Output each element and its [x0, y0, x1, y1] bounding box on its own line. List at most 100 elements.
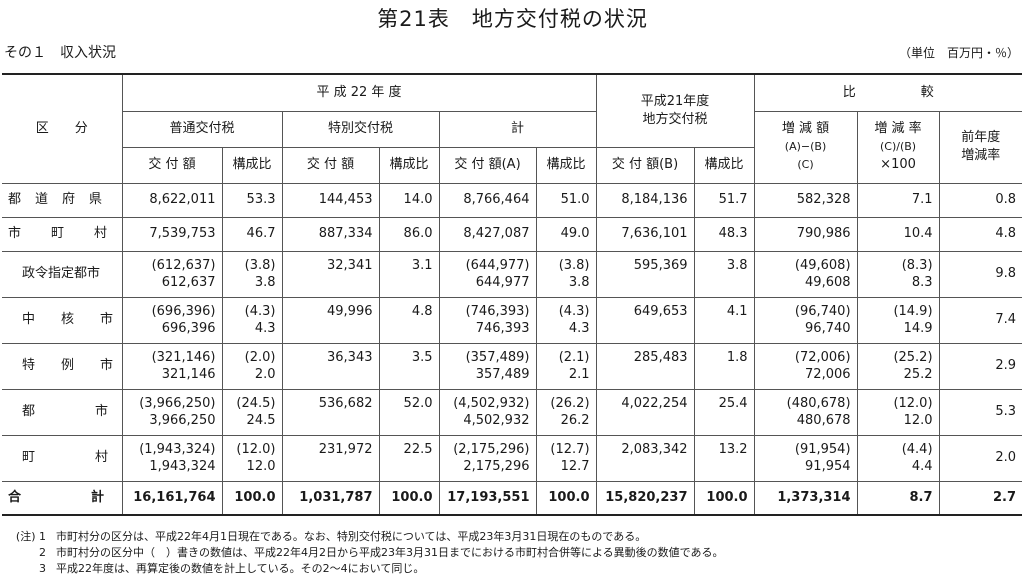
cell: 2,083,342 — [595, 434, 695, 482]
cell: (3.8) 3.8 — [221, 250, 283, 298]
row-label: 町村 — [2, 434, 123, 482]
cell: 790,986 — [753, 216, 858, 252]
cell: (24.5) 24.5 — [221, 388, 283, 436]
table-row: 中核市 (696,396)696,396 (4.3)4.3 49,996 4.8… — [2, 296, 1023, 344]
row-label: 都市 — [2, 388, 123, 436]
cell: 1.8 — [693, 342, 755, 390]
cell: (746,393) 746,393 — [438, 296, 537, 344]
row-label: 政令指定都市 — [2, 250, 123, 298]
cell: 32,341 — [281, 250, 380, 298]
cell: 100.0 — [693, 480, 755, 516]
cell: 7,539,753 — [121, 216, 223, 252]
cell: 36,343 — [281, 342, 380, 390]
cell: 9.8 — [938, 250, 1023, 298]
cell: 51.0 — [535, 182, 597, 218]
cell: 285,483 — [595, 342, 695, 390]
cell: (12.7) 12.7 — [535, 434, 597, 482]
cell: (2,175,296) 2,175,296 — [438, 434, 537, 482]
header-futsu-ratio: 構成比 — [221, 146, 283, 184]
cell: 649,653 — [595, 296, 695, 344]
cell: (480,678) 480,678 — [753, 388, 858, 436]
cell: (4.3) 4.3 — [221, 296, 283, 344]
cell: (4.4) 4.4 — [856, 434, 940, 482]
header-kei: 計 — [438, 110, 597, 148]
cell: (14.9) 14.9 — [856, 296, 940, 344]
cell: 51.7 — [693, 182, 755, 218]
cell: (696,396) 696,396 — [121, 296, 223, 344]
cell: (12.0) 12.0 — [221, 434, 283, 482]
cell: (91,954) 91,954 — [753, 434, 858, 482]
cell: 0.8 — [938, 182, 1023, 218]
cell: 100.0 — [378, 480, 440, 516]
cell: 582,328 — [753, 182, 858, 218]
footnotes: (注) 1 市町村分の区分は、平成22年4月1日現在である。なお、特別交付税につい… — [2, 529, 724, 577]
cell: 25.4 — [693, 388, 755, 436]
cell: 3.5 — [378, 342, 440, 390]
table-row: 特例市 (321,146)321,146 (2.0)2.0 36,343 3.5… — [2, 342, 1023, 390]
table-row: 都道府県 8,622,011 53.3 144,453 14.0 8,766,4… — [2, 182, 1023, 218]
row-label: 市町村 — [2, 216, 123, 252]
cell: (49,608) 49,608 — [753, 250, 858, 298]
cell: (8.3) 8.3 — [856, 250, 940, 298]
cell: 49.0 — [535, 216, 597, 252]
cell: 7,636,101 — [595, 216, 695, 252]
cell: 3.8 — [693, 250, 755, 298]
table-title: 第21表 地方交付税の状況 — [377, 7, 648, 31]
cell: (96,740) 96,740 — [753, 296, 858, 344]
header-zennen: 前年度 増減率 — [938, 110, 1023, 184]
header-hikaku: 比 較 — [753, 73, 1023, 112]
cell: 536,682 — [281, 388, 380, 436]
cell: 2.0 — [938, 434, 1023, 482]
header-h21: 平成21年度 地方交付税 — [595, 73, 755, 148]
cell: 14.0 — [378, 182, 440, 218]
cell: 231,972 — [281, 434, 380, 482]
cell: (2.1) 2.1 — [535, 342, 597, 390]
cell: 8,184,136 — [595, 182, 695, 218]
cell: 100.0 — [221, 480, 283, 516]
header-h21-amount: 交 付 額(B) — [595, 146, 695, 184]
cell: (25.2) 25.2 — [856, 342, 940, 390]
cell: 2.7 — [938, 480, 1023, 516]
revenue-table: 区 分 平 成 22 年 度 平成21年度 地方交付税 比 較 普通交付税 特別交… — [2, 73, 1023, 516]
header-h21-ratio: 構成比 — [693, 146, 755, 184]
cell: (612,637) 612,637 — [121, 250, 223, 298]
row-label: 都道府県 — [2, 182, 123, 218]
cell: (72,006) 72,006 — [753, 342, 858, 390]
header-kei-amount: 交 付 額(A) — [438, 146, 537, 184]
cell: 3.1 — [378, 250, 440, 298]
header-zogengaku: 増 減 額 (A)−(B) (C) — [753, 110, 858, 184]
row-label: 中核市 — [2, 296, 123, 344]
cell: 10.4 — [856, 216, 940, 252]
cell: (321,146) 321,146 — [121, 342, 223, 390]
cell: 100.0 — [535, 480, 597, 516]
cell: 144,453 — [281, 182, 380, 218]
cell: (12.0) 12.0 — [856, 388, 940, 436]
header-tokubetsu-amount: 交 付 額 — [281, 146, 380, 184]
cell: 46.7 — [221, 216, 283, 252]
cell: 52.0 — [378, 388, 440, 436]
cell: (357,489) 357,489 — [438, 342, 537, 390]
header-zogenritsu: 増 減 率 (C)/(B) ×100 — [856, 110, 940, 184]
cell: (3.8) 3.8 — [535, 250, 597, 298]
cell: 2.9 — [938, 342, 1023, 390]
cell: 48.3 — [693, 216, 755, 252]
table-row: 町村 (1,943,324)1,943,324 (12.0)12.0 231,9… — [2, 434, 1023, 482]
row-label: 合計 — [2, 480, 123, 516]
cell: (4.3) 4.3 — [535, 296, 597, 344]
header-futsu: 普通交付税 — [122, 110, 283, 148]
cell: 1,031,787 — [281, 480, 380, 516]
table-row: 政令指定都市 (612,637) 612,637 (3.8) 3.8 32,341 … — [2, 250, 1023, 298]
header-kubun: 区 分 — [2, 73, 123, 184]
cell: (4,502,932) 4,502,932 — [438, 388, 537, 436]
cell: (1,943,324) 1,943,324 — [121, 434, 223, 482]
table-row: 市町村 7,539,753 46.7 887,334 86.0 8,427,08… — [2, 216, 1023, 252]
header-kei-ratio: 構成比 — [535, 146, 597, 184]
header-tokubetsu-ratio: 構成比 — [378, 146, 440, 184]
cell: 5.3 — [938, 388, 1023, 436]
cell: 53.3 — [221, 182, 283, 218]
cell: (2.0) 2.0 — [221, 342, 283, 390]
cell: 595,369 — [595, 250, 695, 298]
footnote: 2 市町村分の区分中（ ）書きの数値は、平成22年4月2日から平成23年3月31日… — [39, 546, 724, 559]
cell: 8,427,087 — [438, 216, 537, 252]
cell: 16,161,764 — [121, 480, 223, 516]
